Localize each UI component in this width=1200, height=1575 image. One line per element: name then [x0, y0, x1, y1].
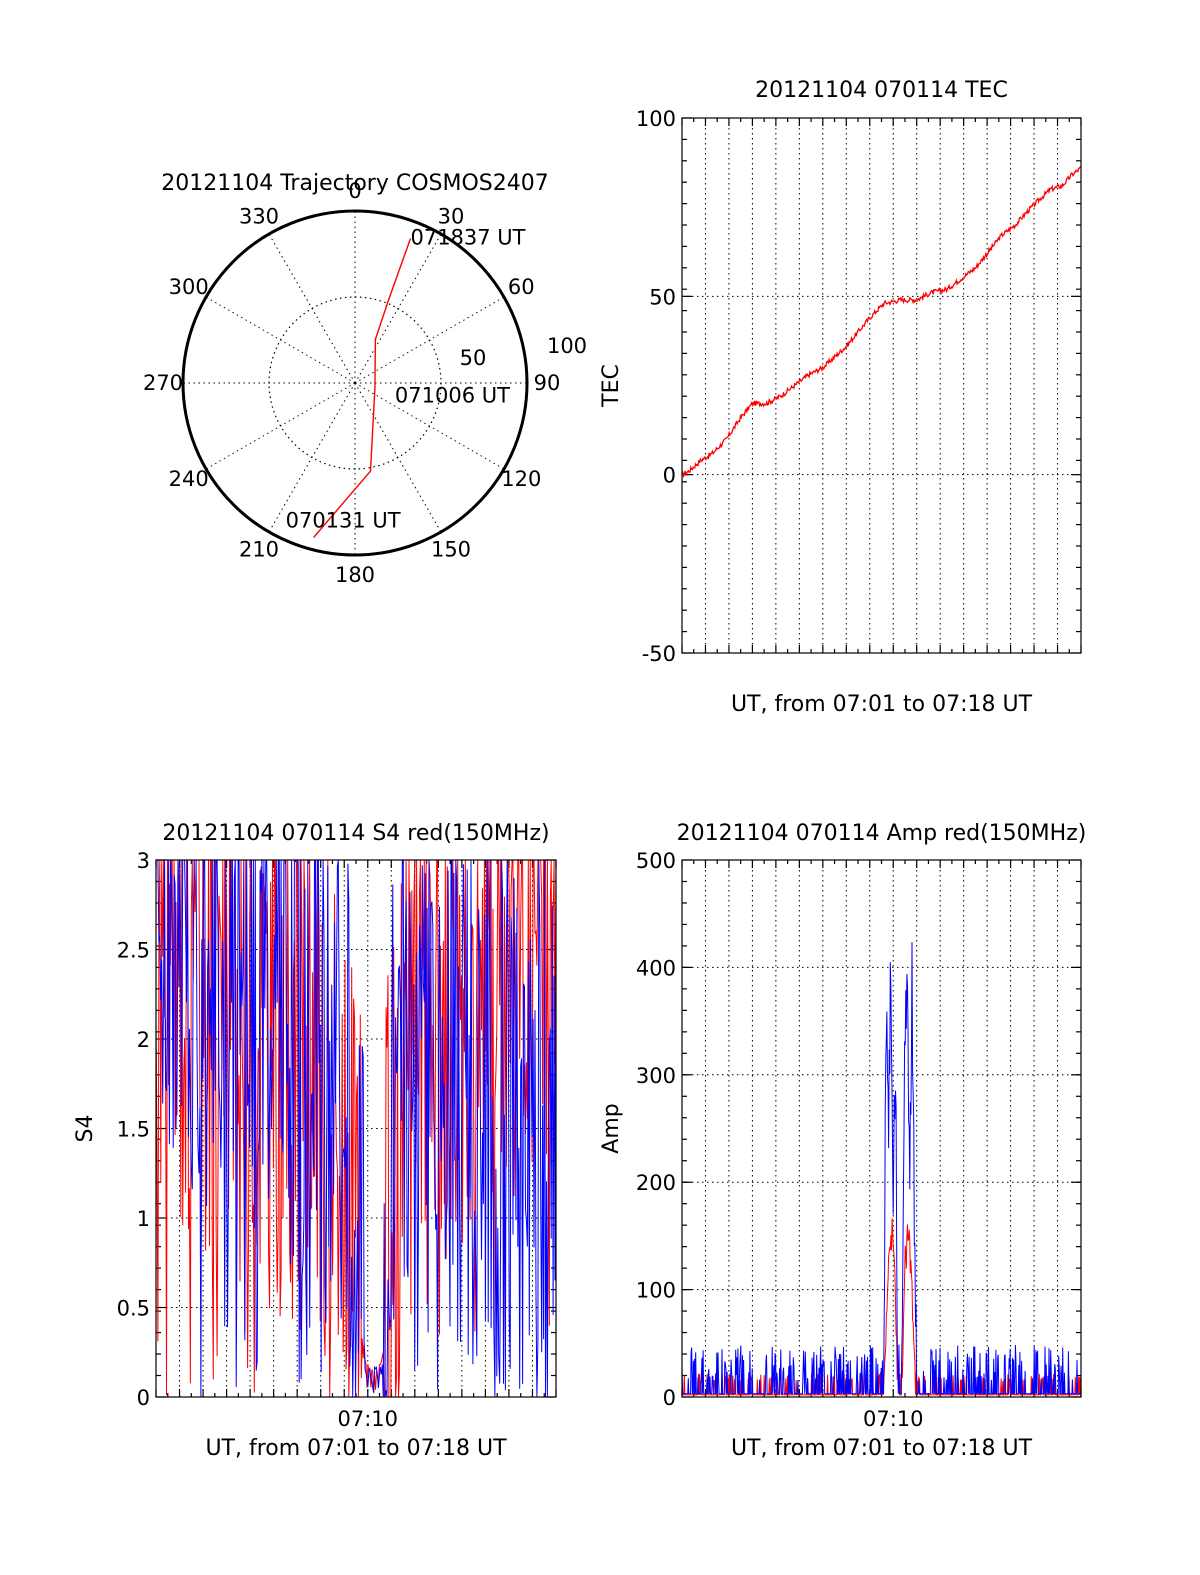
- y-tick-label: 50: [649, 285, 676, 309]
- polar-annotation: 070131 UT: [286, 509, 401, 533]
- series-line: [682, 166, 1081, 479]
- polar-spoke: [205, 296, 356, 384]
- polar-angle-label: 90: [534, 371, 561, 395]
- x-axis-label: UT, from 07:01 to 07:18 UT: [731, 692, 1033, 717]
- chart-title: 20121104 070114 S4 red(150MHz): [162, 821, 549, 846]
- polar-angle-label: 330: [239, 205, 279, 229]
- series-line: [156, 860, 556, 1397]
- polar-outer-ring: [181, 209, 529, 557]
- y-tick-label: 3: [137, 849, 150, 873]
- x-tick-label: 07:10: [863, 1407, 924, 1431]
- y-tick-label: 100: [636, 107, 676, 131]
- polar-spoke: [354, 382, 505, 470]
- y-tick-label: 0.5: [117, 1297, 150, 1321]
- series-line: [682, 942, 1081, 1395]
- y-tick-label: 500: [636, 849, 676, 873]
- polar-spoke: [354, 296, 505, 384]
- y-axis-label: Amp: [599, 1103, 624, 1153]
- polar-angle-label: 0: [348, 179, 361, 203]
- polar-ring-label: 50: [460, 346, 487, 370]
- polar-spoke: [205, 382, 356, 470]
- polar-title: 20121104 Trajectory COSMOS2407: [161, 171, 548, 196]
- y-tick-label: 1: [137, 1207, 150, 1231]
- polar-angle-label: 300: [169, 275, 209, 299]
- chart-title: 20121104 070114 TEC: [755, 78, 1008, 103]
- y-tick-label: 0: [137, 1386, 150, 1410]
- polar-spoke: [354, 382, 442, 533]
- y-tick-label: 2.5: [117, 939, 150, 963]
- plot-frame: [681, 859, 1082, 1398]
- chart-title: 20121104 070114 Amp red(150MHz): [677, 821, 1087, 846]
- y-tick-label: 0: [663, 464, 676, 488]
- y-tick-label: 300: [636, 1064, 676, 1088]
- y-tick-label: 1.5: [117, 1118, 150, 1142]
- line-chart: 20121104 070114 S4 red(150MHz) 3 2.5 2 1.5 1 0…: [73, 821, 557, 1461]
- polar-angle-label: 30: [438, 205, 465, 229]
- polar-angle-label: 180: [335, 563, 375, 587]
- x-tick-label: 07:10: [337, 1407, 398, 1431]
- polar-spoke: [268, 233, 356, 384]
- polar-spoke: [268, 382, 356, 533]
- plot-frame: [155, 859, 557, 1398]
- polar-angle-label: 60: [508, 275, 535, 299]
- y-axis-label: S4: [73, 1115, 98, 1143]
- y-tick-label: 400: [636, 956, 676, 980]
- y-tick-label: 0: [663, 1386, 676, 1410]
- polar-angle-label: 270: [143, 371, 183, 395]
- x-axis-label: UT, from 07:01 to 07:18 UT: [731, 1436, 1033, 1461]
- plot-frame: [681, 117, 1082, 654]
- polar-angle-label: 210: [239, 537, 279, 561]
- line-chart: 20121104 070114 TEC 100 50 0 -50 UT, from 07:…: [599, 78, 1082, 717]
- line-chart: 20121104 070114 Amp red(150MHz)500 400 300…: [599, 821, 1086, 1461]
- y-tick-label: 2: [137, 1028, 150, 1052]
- polar-angle-label: 150: [431, 537, 471, 561]
- y-tick-label: 100: [636, 1279, 676, 1303]
- polar-annotation: 071837 UT: [410, 225, 525, 249]
- y-tick-label: -50: [642, 642, 676, 666]
- polar-ring-label: 100: [547, 334, 587, 358]
- x-axis-label: UT, from 07:01 to 07:18 UT: [205, 1436, 507, 1461]
- y-tick-label: 200: [636, 1171, 676, 1195]
- polar-angle-label: 240: [169, 467, 209, 491]
- polar-annotation: 071006 UT: [395, 383, 510, 407]
- polar-spoke: [354, 233, 442, 384]
- y-axis-label: TEC: [599, 364, 624, 408]
- polar-angle-label: 120: [501, 467, 541, 491]
- polar-trajectory-line: [313, 238, 412, 538]
